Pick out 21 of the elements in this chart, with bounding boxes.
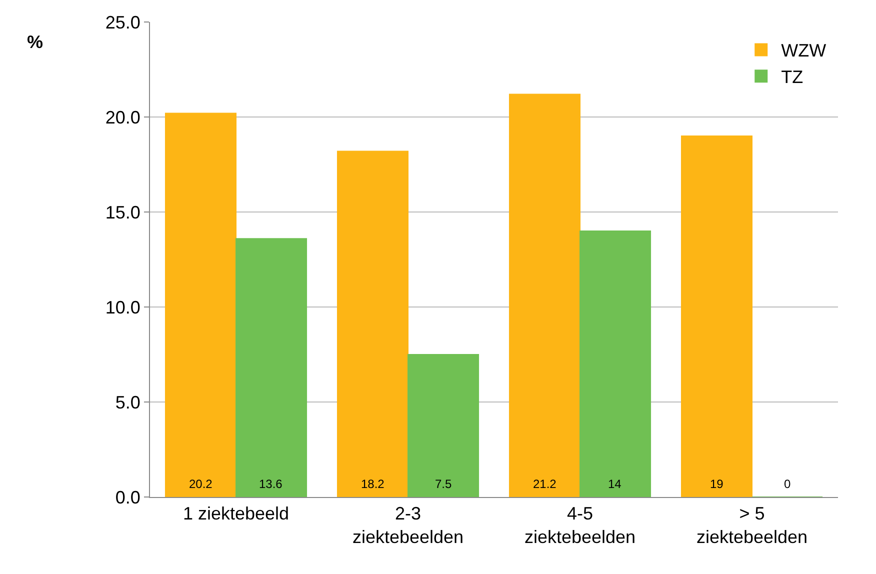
x-tick-label: 4-5 ziektebeelden <box>524 504 636 547</box>
y-tick-label: 20.0 <box>105 107 140 128</box>
data-label: 7.5 <box>435 477 452 491</box>
data-label: 13.6 <box>259 477 283 491</box>
y-tick-label: 15.0 <box>105 202 140 222</box>
y-tick-label: 0.0 <box>115 487 140 508</box>
data-label: 18.2 <box>361 477 385 491</box>
data-label: 20.2 <box>189 477 213 491</box>
y-axis-title: % <box>27 32 44 52</box>
legend-label: TZ <box>781 67 804 88</box>
y-tick-label: 25.0 <box>105 12 140 32</box>
y-tick-label: 10.0 <box>105 297 140 318</box>
x-tick-label: 1 ziektebeeld <box>182 504 290 524</box>
data-label: 14 <box>608 477 622 491</box>
data-label: 19 <box>710 477 724 491</box>
data-label: 21.2 <box>533 477 557 491</box>
data-label: 0 <box>784 477 791 491</box>
y-tick-label: 5.0 <box>115 392 140 412</box>
legend-label: WZW <box>781 40 826 61</box>
x-tick-label: > 5 ziektebeelden <box>696 504 808 547</box>
x-tick-label: 2-3 ziektebeelden <box>352 504 464 547</box>
